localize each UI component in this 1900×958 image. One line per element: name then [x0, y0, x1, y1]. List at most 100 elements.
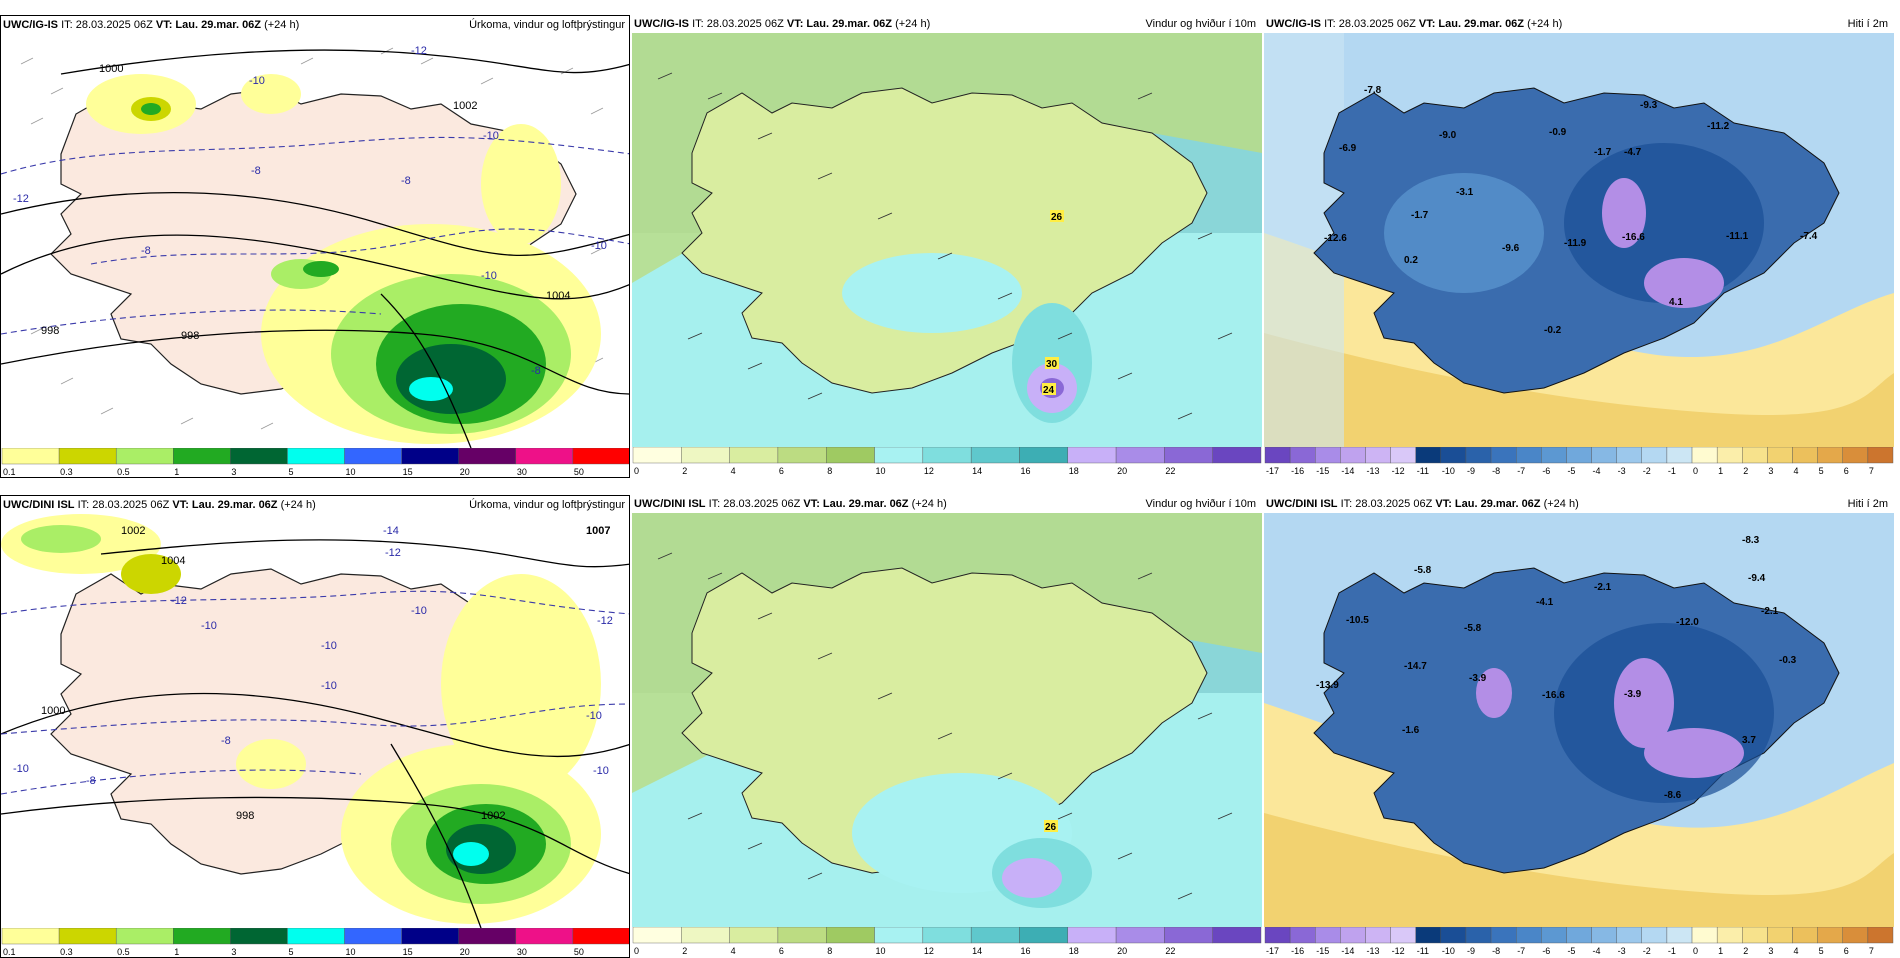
isotherm-label: -10 [586, 710, 602, 722]
colorbar-tick-label: 0.1 [3, 467, 16, 477]
isotherms [1, 590, 629, 795]
panel-header: UWC/IG-IS IT: 28.03.2025 06Z VT: Lau. 29… [1264, 15, 1894, 33]
panel-title: Úrkoma, vindur og loftþrýstingur [469, 19, 625, 31]
lead-time: (+24 h) [911, 498, 947, 510]
colorbar-swatch [572, 448, 629, 465]
colorbar-tick-label: 1 [1718, 466, 1723, 476]
valid-time: Lau. 29.mar. 06Z [191, 499, 278, 511]
issue-time: IT: 28.03.2025 06Z [1324, 18, 1416, 30]
colorbar-swatch [1792, 927, 1818, 944]
colorbar-swatch [826, 447, 875, 464]
temp-value: -16.6 [1542, 690, 1565, 701]
colorbar-tick-label: -10 [1442, 946, 1455, 956]
colorbar-swatch [344, 928, 402, 945]
colorbar-tick-label: -6 [1542, 466, 1550, 476]
panel-header: UWC/DINI ISL IT: 28.03.2025 06Z VT: Lau.… [1264, 495, 1894, 513]
colorbar-tick-label: -12 [1392, 946, 1405, 956]
colorbar-tick-label: 2 [1743, 946, 1748, 956]
colorbar-tick-label: -9 [1467, 946, 1475, 956]
model-name: UWC/DINI ISL [1266, 498, 1338, 510]
colorbar-swatch [1365, 927, 1391, 944]
colorbar-swatch [1390, 447, 1416, 464]
colorbar-swatch [874, 447, 924, 464]
model-name: UWC/IG-IS [3, 19, 58, 31]
isotherm-label: -10 [591, 240, 607, 252]
valid-time-label: VT: [803, 498, 820, 510]
temp-value: -5.8 [1414, 565, 1432, 576]
colorbar-tick-label: 50 [574, 947, 584, 957]
isobar-label: 998 [236, 810, 254, 822]
temp-value: -1.6 [1402, 725, 1420, 736]
temp-values: -8.3 -5.8 -9.4 -10.5 -2.1 -4.1 -5.8 -12.… [1316, 535, 1797, 801]
colorbar-swatch [1842, 927, 1869, 944]
temp-value: -1.7 [1411, 210, 1429, 221]
colorbar-tick-label: -17 [1266, 466, 1279, 476]
colorbar-swatch [572, 928, 629, 945]
precip-colorbar: 0.1 0.3 0.5 1 3 5 10 15 20 30 50 [1, 448, 629, 477]
isotherm-label: -8 [141, 245, 151, 257]
colorbar-swatch [1767, 927, 1793, 944]
colorbar-swatch [1616, 927, 1642, 944]
colorbar-swatch [344, 448, 402, 465]
colorbar-swatch [401, 928, 459, 945]
colorbar-tick-label: 0 [634, 946, 639, 956]
colorbar-swatch [729, 447, 779, 464]
panel-header: UWC/IG-IS IT: 28.03.2025 06Z VT: Lau. 29… [1, 16, 629, 34]
issue-time: IT: 28.03.2025 06Z [708, 498, 801, 510]
isotherms [1, 136, 629, 335]
isotherm-labels: -12 -10 -8 -10 -8 -10 -8 -12 -8 -10 [13, 45, 607, 377]
isobar-labels: 1000 1002 1004 998 998 [41, 63, 570, 342]
colorbar-swatch [1212, 927, 1262, 944]
colorbar-tick-label: -1 [1668, 466, 1676, 476]
colorbar-tick-label: 14 [972, 946, 982, 956]
isotherm-label: -10 [13, 763, 29, 775]
colorbar-swatch [1, 448, 60, 465]
colorbar-tick-label: -11 [1417, 946, 1429, 956]
colorbar-tick-label: -13 [1366, 466, 1379, 476]
colorbar-swatch [230, 928, 288, 945]
valid-time-label: VT: [1435, 498, 1452, 510]
panel-title: Vindur og hviður í 10m [1145, 18, 1256, 30]
precip-colorbar: 0.1 0.3 0.5 1 3 5 10 15 20 30 50 [1, 928, 629, 957]
colorbar-swatch [922, 447, 972, 464]
model-name: UWC/IG-IS [634, 18, 689, 30]
temp-value: -8.6 [1664, 790, 1682, 801]
temp-value: -16.6 [1622, 232, 1645, 243]
colorbar-tick-label: 22 [1165, 466, 1175, 476]
colorbar-swatch [1666, 927, 1693, 944]
isobar-label: 1004 [546, 290, 570, 302]
valid-time: Lau. 29.mar. 06Z [1438, 18, 1525, 30]
colorbar-tick-label: 20 [1117, 466, 1127, 476]
colorbar-swatch [1842, 447, 1869, 464]
iceland-land [681, 567, 1208, 874]
colorbar-tick-label: 5 [288, 467, 293, 477]
colorbar-swatch [1616, 447, 1642, 464]
panel-header: UWC/DINI ISL IT: 28.03.2025 06Z VT: Lau.… [632, 495, 1262, 513]
valid-time-label: VT: [1418, 18, 1436, 30]
colorbar-tick-label: 10 [346, 467, 356, 477]
colorbar-swatch [287, 448, 345, 465]
colorbar-swatch [970, 927, 1020, 944]
colorbar-swatch [632, 447, 682, 464]
colorbar-swatch [230, 448, 288, 465]
temp-value: -0.2 [1544, 325, 1562, 336]
valid-time: Lau. 29.mar. 06Z [175, 19, 262, 31]
temp-value: -6.9 [1339, 143, 1357, 154]
isotherm-label: -10 [483, 130, 499, 142]
valid-time: Lau. 29.mar. 06Z [806, 18, 893, 30]
temp-value: -2.1 [1594, 582, 1612, 593]
colorbar-tick-label: 0 [1693, 946, 1698, 956]
colorbar-tick-label: -8 [1492, 466, 1500, 476]
precip-blobs [1, 514, 601, 924]
colorbar-tick-label: 3 [231, 947, 236, 957]
isobar-label: 1002 [453, 100, 477, 112]
isotherm-label: -12 [597, 615, 613, 627]
issue-time: IT: 28.03.2025 06Z [61, 19, 153, 31]
colorbar-tick-label: 6 [1844, 466, 1849, 476]
colorbar-tick-label: 50 [574, 467, 584, 477]
colorbar-tick-label: -11 [1417, 466, 1429, 476]
colorbar-swatch [115, 448, 174, 465]
colorbar-swatch [1340, 927, 1366, 944]
temp-value: -14.7 [1404, 661, 1427, 672]
colorbar-swatch [515, 928, 574, 945]
